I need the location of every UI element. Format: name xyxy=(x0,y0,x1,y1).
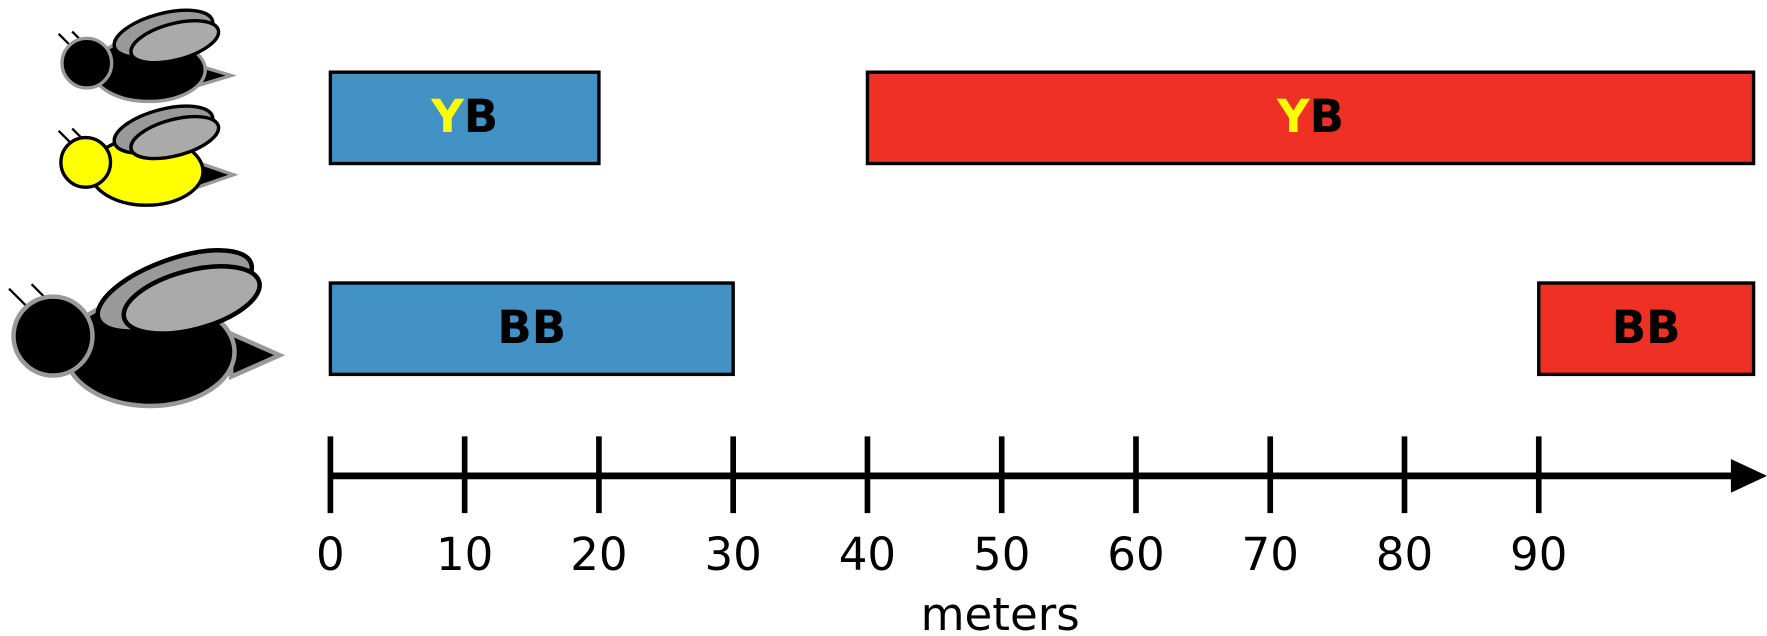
x-tick-label: 50 xyxy=(973,528,1030,581)
bar-label-part: B xyxy=(464,90,498,143)
bar-label: BB xyxy=(1612,301,1681,354)
page: {"chart_data": {"type": "range", "xlabel… xyxy=(0,0,1767,636)
x-tick-label: 10 xyxy=(436,528,493,581)
x-tick-label: 40 xyxy=(839,528,896,581)
x-tick-label: 30 xyxy=(704,528,761,581)
chart: meters 0102030405060708090YBYBBBBB xyxy=(0,0,1767,636)
bee-large-black xyxy=(9,233,280,405)
bee-small-yellow xyxy=(59,97,234,205)
bar-label: YB xyxy=(430,90,498,143)
bar-label: BB xyxy=(497,301,566,354)
bar-label-part: BB xyxy=(1612,301,1681,354)
bar-label-part: Y xyxy=(1276,90,1311,143)
bar-label-part: Y xyxy=(430,90,465,143)
bar-label: YB xyxy=(1276,90,1344,143)
axis-arrow xyxy=(1731,459,1767,493)
bar-label-part: B xyxy=(1310,90,1344,143)
x-tick-label: 70 xyxy=(1242,528,1299,581)
x-tick-label: 60 xyxy=(1107,528,1164,581)
bee-small-black xyxy=(59,1,232,101)
x-axis-label: meters xyxy=(921,588,1080,636)
x-tick-label: 80 xyxy=(1376,528,1433,581)
x-tick-label: 20 xyxy=(570,528,627,581)
x-tick-label: 90 xyxy=(1510,528,1567,581)
bar-label-part: BB xyxy=(497,301,566,354)
x-tick-label: 0 xyxy=(316,528,345,581)
